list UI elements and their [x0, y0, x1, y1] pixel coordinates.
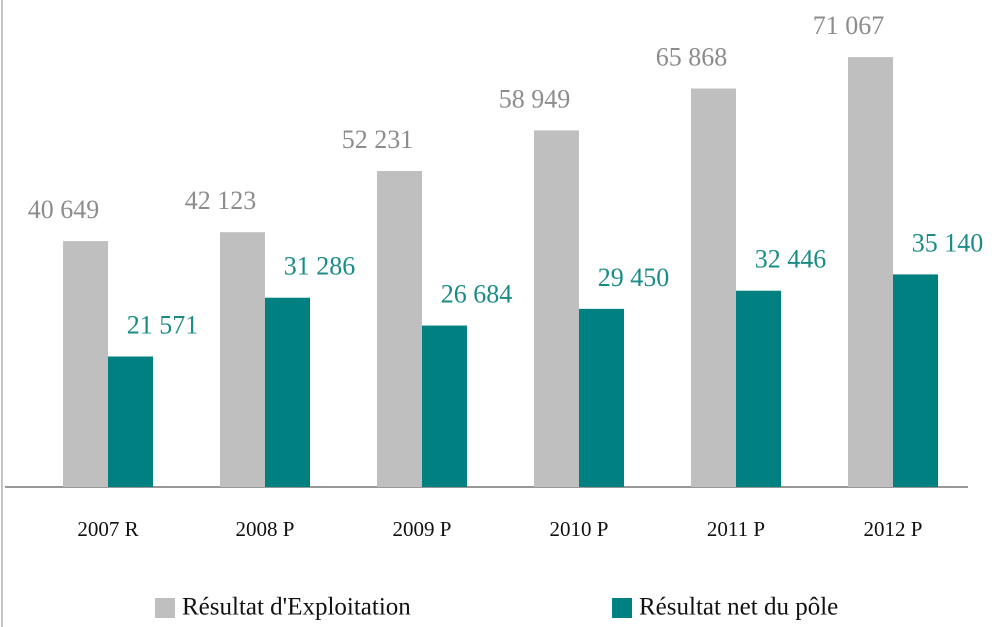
- x-tick-label: 2007 R: [77, 517, 138, 541]
- value-label: 26 684: [441, 280, 513, 309]
- value-label: 29 450: [598, 263, 670, 292]
- value-label: 71 067: [813, 11, 885, 40]
- bar: [63, 241, 108, 487]
- x-tick-label: 2009 P: [393, 517, 452, 541]
- bar: [691, 88, 736, 488]
- legend-swatch: [155, 598, 175, 618]
- bar: [220, 232, 265, 487]
- x-tick-label: 2012 P: [864, 517, 923, 541]
- value-label: 35 140: [912, 228, 984, 257]
- bar: [422, 325, 467, 487]
- bar: [265, 297, 310, 487]
- x-tick-label: 2011 P: [707, 517, 765, 541]
- value-label: 31 286: [284, 252, 356, 281]
- value-label: 42 123: [185, 186, 257, 215]
- bar: [893, 274, 938, 487]
- legend-label: Résultat d'Exploitation: [182, 594, 411, 621]
- value-label: 40 649: [28, 195, 100, 224]
- x-tick-label: 2008 P: [236, 517, 295, 541]
- x-tick-label: 2010 P: [550, 517, 609, 541]
- legend-swatch: [612, 598, 632, 618]
- value-label: 65 868: [656, 42, 728, 71]
- bar: [736, 290, 781, 487]
- value-label: 32 446: [755, 245, 827, 274]
- value-label: 58 949: [499, 84, 571, 113]
- value-label: 21 571: [127, 310, 199, 339]
- bar: [377, 171, 422, 487]
- bar: [579, 308, 624, 487]
- legend-label: Résultat net du pôle: [639, 594, 838, 621]
- bar: [108, 356, 153, 487]
- bar: [534, 130, 579, 487]
- value-label: 52 231: [342, 125, 414, 154]
- bar: [848, 57, 893, 488]
